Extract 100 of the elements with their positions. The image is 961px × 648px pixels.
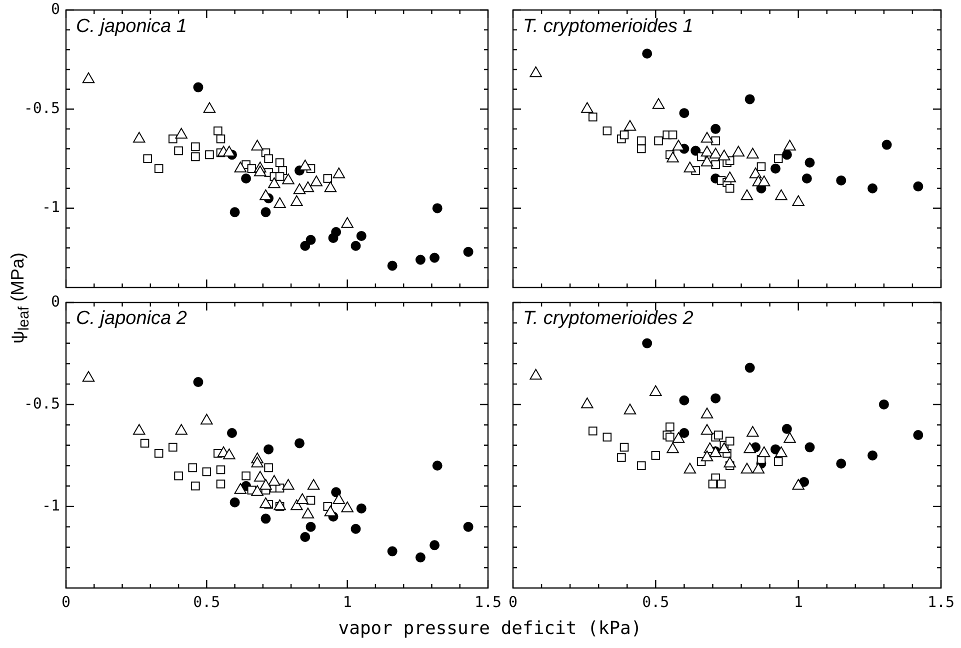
point bbox=[714, 430, 723, 440]
point bbox=[264, 463, 273, 472]
point bbox=[430, 252, 440, 263]
point bbox=[302, 181, 314, 192]
point bbox=[356, 230, 366, 241]
point bbox=[792, 195, 804, 206]
point bbox=[200, 414, 213, 425]
point bbox=[725, 436, 734, 446]
point bbox=[725, 184, 734, 193]
point bbox=[260, 497, 272, 508]
point bbox=[310, 175, 323, 186]
point bbox=[264, 154, 273, 164]
point bbox=[882, 140, 892, 150]
point bbox=[588, 426, 598, 436]
point bbox=[332, 493, 346, 504]
point bbox=[260, 479, 272, 490]
point bbox=[216, 134, 226, 144]
point bbox=[804, 158, 815, 168]
point bbox=[300, 240, 310, 251]
point bbox=[836, 458, 846, 469]
point bbox=[775, 189, 788, 200]
point bbox=[732, 146, 745, 156]
point bbox=[581, 397, 594, 408]
point bbox=[241, 173, 252, 184]
point bbox=[188, 463, 197, 472]
point bbox=[432, 460, 442, 471]
chart-title: C. japonica 1 bbox=[76, 16, 187, 38]
point bbox=[802, 173, 812, 184]
point bbox=[770, 164, 781, 174]
point bbox=[306, 234, 316, 245]
point bbox=[463, 246, 474, 257]
point bbox=[254, 166, 266, 176]
point bbox=[724, 456, 736, 468]
point bbox=[154, 449, 164, 458]
point bbox=[711, 160, 720, 169]
point bbox=[268, 474, 280, 486]
point bbox=[260, 514, 271, 524]
x-tick-label: 1 bbox=[794, 592, 803, 611]
point bbox=[744, 362, 755, 373]
point bbox=[775, 446, 788, 458]
point bbox=[617, 453, 626, 462]
point bbox=[175, 424, 188, 435]
point bbox=[175, 128, 188, 139]
point bbox=[530, 368, 542, 380]
point bbox=[652, 98, 665, 109]
point bbox=[878, 399, 889, 410]
point bbox=[668, 130, 678, 140]
point bbox=[637, 461, 646, 470]
point bbox=[202, 467, 212, 476]
y-tick-label: -0.5 bbox=[24, 394, 60, 412]
point bbox=[782, 150, 792, 160]
point bbox=[654, 136, 663, 146]
point bbox=[234, 162, 247, 172]
y-tick-label: -0.5 bbox=[24, 99, 60, 117]
point bbox=[254, 470, 266, 482]
point bbox=[530, 66, 542, 78]
point bbox=[792, 479, 804, 490]
point bbox=[168, 134, 178, 144]
point bbox=[700, 450, 714, 462]
point bbox=[774, 154, 783, 164]
point bbox=[782, 424, 792, 434]
x-tick-label: 0.5 bbox=[193, 592, 220, 611]
point bbox=[602, 432, 612, 442]
point bbox=[588, 112, 598, 122]
point bbox=[223, 146, 236, 156]
point bbox=[350, 240, 361, 251]
point bbox=[247, 164, 256, 173]
chart-title: T. cryptomerioides 1 bbox=[523, 16, 694, 38]
point bbox=[154, 164, 164, 173]
point bbox=[749, 168, 762, 178]
point bbox=[774, 457, 783, 466]
point bbox=[193, 82, 204, 92]
x-tick-label: 0.5 bbox=[642, 592, 670, 611]
point bbox=[651, 451, 660, 460]
x-axis-title: vapor pressure deficit (kPa) bbox=[338, 618, 642, 639]
y-tick-label: -1 bbox=[42, 496, 60, 514]
point bbox=[324, 181, 337, 192]
point bbox=[290, 499, 303, 510]
point bbox=[293, 183, 306, 194]
point bbox=[260, 207, 271, 218]
point bbox=[758, 446, 770, 458]
point bbox=[341, 217, 354, 228]
point bbox=[740, 462, 754, 474]
point bbox=[205, 150, 214, 160]
point bbox=[140, 438, 150, 448]
y-tick-label: 0 bbox=[50, 292, 60, 310]
point bbox=[275, 158, 284, 168]
point bbox=[174, 146, 183, 156]
point bbox=[868, 183, 878, 194]
point bbox=[230, 497, 240, 508]
x-tick-label: 0 bbox=[508, 592, 518, 611]
point bbox=[716, 480, 726, 488]
point bbox=[356, 503, 366, 514]
point bbox=[432, 203, 442, 214]
point bbox=[230, 207, 240, 218]
point bbox=[672, 432, 685, 443]
point bbox=[290, 195, 303, 206]
point bbox=[672, 140, 685, 151]
point bbox=[740, 189, 754, 200]
y-tick-label: -1 bbox=[42, 198, 60, 216]
